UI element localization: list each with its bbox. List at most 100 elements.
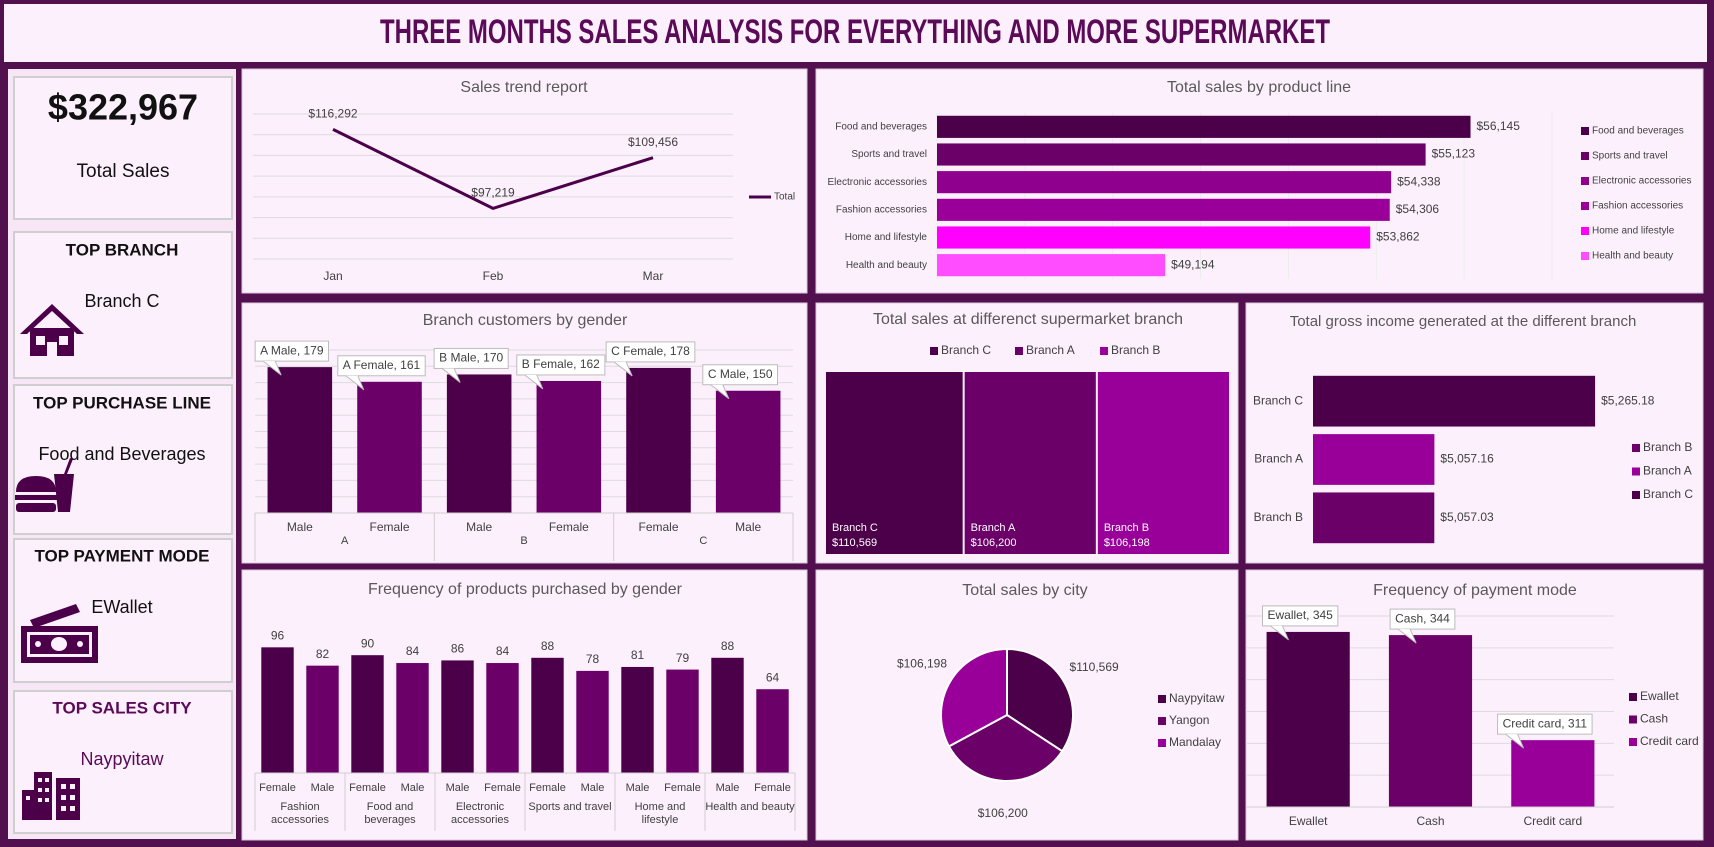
data-callout: C Female, 178 — [605, 341, 696, 377]
x-tick-label: Female — [349, 782, 386, 794]
data-label: B Male, 170 — [439, 351, 503, 365]
bar — [267, 367, 333, 513]
data-label: C Female, 178 — [611, 344, 690, 358]
callout-box — [1389, 608, 1456, 630]
bar — [1511, 740, 1595, 807]
group-label-box: Sports and travel — [528, 801, 612, 813]
legend-swatch — [1100, 347, 1108, 355]
legend-label: Food and beverages — [1592, 126, 1684, 137]
bar — [357, 381, 422, 513]
legend-swatch — [930, 347, 938, 355]
kpi-value: EWallet — [91, 597, 152, 617]
data-label: 90 — [361, 636, 375, 650]
bar — [261, 647, 294, 773]
x-tick-label: Male — [466, 520, 492, 534]
data-callout: Credit card, 311 — [1497, 713, 1593, 749]
x-tick-label: Ewallet — [1289, 814, 1328, 828]
legend-swatch — [1581, 152, 1589, 160]
data-label: $97,219 — [471, 186, 515, 200]
data-label: C Male, 150 — [708, 367, 773, 381]
bar — [531, 657, 564, 773]
kpi-label: Total Sales — [77, 161, 170, 182]
data-label: $106,198 — [897, 656, 947, 670]
data-label: 96 — [271, 628, 285, 642]
group-label: Sports and travel — [528, 801, 612, 813]
group-label-box: Home and lifestyle — [634, 801, 686, 826]
callout-pointer — [262, 360, 282, 376]
x-tick-label: Male — [446, 782, 470, 794]
legend-label: Credit card — [1640, 734, 1699, 748]
kpi-heading: TOP SALES CITY — [52, 698, 192, 717]
callout-box — [1261, 605, 1339, 627]
legend-swatch — [1632, 467, 1640, 476]
data-label: $53,862 — [1376, 230, 1420, 244]
callout-pointer — [710, 384, 730, 400]
bar — [711, 657, 744, 773]
legend-label: Electronic accessories — [1592, 176, 1691, 187]
bar — [351, 655, 384, 773]
tile-value: $110,569 — [832, 537, 877, 549]
bar — [306, 665, 339, 773]
data-callout: Ewallet, 345 — [1261, 605, 1339, 641]
bar — [626, 367, 691, 513]
kpi-heading: TOP BRANCH — [66, 240, 179, 259]
treemap-tile — [1097, 372, 1229, 554]
data-label: 82 — [316, 647, 330, 661]
data-label: B Female, 162 — [522, 357, 600, 371]
callout-pointer — [1505, 733, 1525, 749]
group-label: Electronic accessories — [450, 801, 510, 826]
callout-box — [433, 347, 509, 369]
callout-pointer — [613, 361, 633, 377]
x-tick-label: Male — [287, 520, 313, 534]
data-label: $49,194 — [1171, 257, 1215, 271]
group-label: Home and lifestyle — [634, 801, 686, 826]
legend-swatch — [1581, 127, 1589, 135]
legend-label: Mandalay — [1169, 735, 1221, 749]
bar — [937, 254, 1166, 277]
callout-pointer — [1397, 628, 1417, 644]
data-label: 86 — [451, 642, 465, 656]
data-callout: A Female, 161 — [337, 355, 426, 391]
tile-value: $106,200 — [971, 537, 1017, 549]
legend-swatch — [1015, 347, 1023, 355]
x-tick-label: Male — [581, 782, 605, 794]
data-label: 78 — [586, 652, 600, 666]
legend-label: Health and beauty — [1592, 251, 1673, 262]
group-label: Food and beverages — [364, 801, 416, 826]
treemap-tile — [826, 372, 963, 554]
legend-swatch — [1158, 717, 1166, 725]
treemap-tile — [964, 372, 1096, 554]
data-label: $5,057.03 — [1440, 510, 1494, 524]
data-label: $55,123 — [1432, 147, 1476, 161]
bar — [1313, 434, 1435, 485]
x-tick-label: Female — [529, 782, 566, 794]
x-tick-label: Female — [484, 782, 521, 794]
legend-swatch — [1629, 715, 1637, 724]
bar — [441, 660, 474, 773]
legend-label: Total — [774, 192, 795, 203]
callout-pointer — [345, 375, 365, 391]
x-tick-label: Feb — [483, 269, 504, 283]
legend-swatch — [1581, 202, 1589, 210]
data-label: $54,338 — [1397, 174, 1441, 188]
group-label-box: Electronic accessories — [450, 801, 510, 826]
x-tick-label: Male — [401, 782, 425, 794]
legend-swatch — [1581, 177, 1589, 185]
chart-panel — [241, 68, 808, 294]
callout-pointer — [1270, 625, 1289, 641]
legend-label: Yangon — [1169, 713, 1209, 727]
kpi-heading: TOP PURCHASE LINE — [33, 393, 211, 412]
group-label-box: A — [341, 535, 348, 547]
series-line — [332, 128, 654, 210]
chart-title: Total gross income generated at the diff… — [1289, 313, 1637, 330]
legend-label: Branch B — [1111, 343, 1160, 357]
chart-title: Total sales at differenct supermarket br… — [873, 311, 1183, 328]
data-label: Cash, 344 — [1395, 611, 1450, 625]
x-tick-label: Female — [259, 782, 296, 794]
y-tick-label: Branch C — [1253, 393, 1303, 407]
kpi-card — [13, 231, 233, 379]
x-tick-label: Female — [549, 520, 589, 534]
x-tick-label: Female — [369, 520, 409, 534]
